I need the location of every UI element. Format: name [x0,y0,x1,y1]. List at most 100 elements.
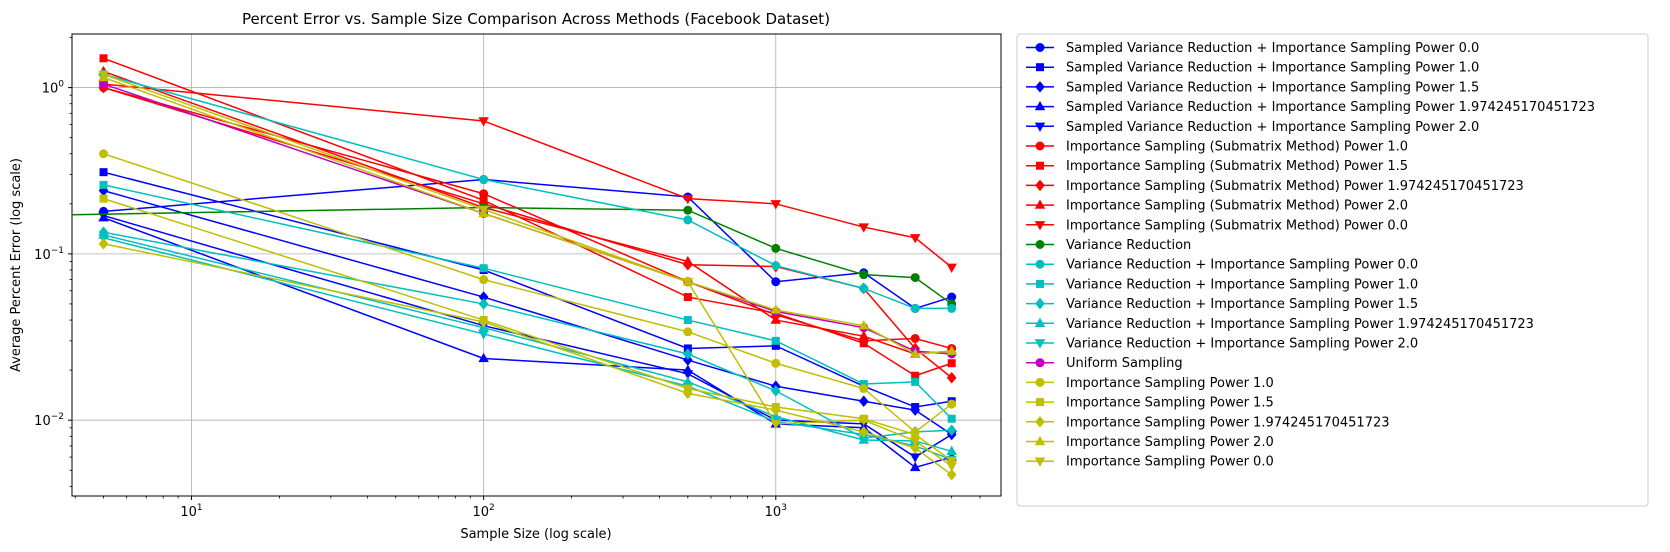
series-layer [72,54,957,481]
legend-item: Sampled Variance Reduction + Importance … [1026,100,1595,115]
legend-marker [1034,457,1046,467]
y-tick-label: 10−1 [34,246,64,263]
legend-label: Importance Sampling Power 1.974245170451… [1066,415,1390,430]
legend-item: Importance Sampling Power 1.974245170451… [1026,415,1390,430]
series-line [103,73,952,310]
legend-label: Variance Reduction + Importance Sampling… [1066,297,1418,312]
data-point [770,420,782,430]
series-line [103,184,953,420]
legend-item: Variance Reduction [1026,238,1191,253]
legend-marker [1036,161,1044,170]
data-point [98,238,109,250]
data-point [946,424,957,437]
data-point [911,377,920,386]
series-3 [98,184,957,441]
series-line [103,234,952,453]
data-point [683,316,692,325]
data-point [99,54,108,63]
legend-marker [1034,221,1046,231]
series-22 [98,70,957,472]
data-point [946,445,957,455]
legend-label: Sampled Variance Reduction + Importance … [1066,61,1479,76]
series-line [72,206,953,305]
legend-item: Sampled Variance Reduction + Importance … [1026,80,1479,95]
data-point [947,414,956,423]
legend-label: Importance Sampling (Submatrix Method) P… [1066,218,1408,233]
legend-item: Variance Reduction + Importance Sampling… [1026,337,1418,352]
legend-label: Variance Reduction + Importance Sampling… [1066,258,1418,273]
data-point [910,303,920,313]
legend-item: Importance Sampling Power 1.5 [1026,396,1274,411]
legend: Sampled Variance Reduction + Importance … [1016,33,1649,507]
legend-label: Sampled Variance Reduction + Importance … [1066,100,1595,115]
data-point [947,303,957,313]
legend-marker [1034,199,1046,209]
data-point [770,314,782,324]
data-point [858,395,869,408]
legend-item: Sampled Variance Reduction + Importance … [1026,120,1479,135]
data-point [771,261,781,271]
series-1 [99,175,957,313]
data-point [909,348,921,358]
data-point [858,320,869,330]
data-point [98,70,109,81]
data-point [682,255,694,266]
series-line [103,189,953,436]
legend-item: Importance Sampling (Submatrix Method) P… [1026,140,1408,155]
series-2 [99,168,956,412]
data-point [99,194,108,203]
legend-marker [1035,179,1045,192]
data-point [683,293,692,302]
legend-item: Sampled Variance Reduction + Importance … [1026,61,1479,76]
data-point [479,264,488,273]
data-point [682,348,693,360]
legend-marker [1035,240,1045,249]
legend-items: Sampled Variance Reduction + Importance … [1026,41,1595,470]
legend-item: Importance Sampling (Submatrix Method) P… [1026,218,1408,233]
legend-marker [1034,435,1046,446]
legend-marker [1035,141,1045,151]
data-point [771,336,780,345]
series-13 [99,180,956,423]
series-18 [99,149,957,437]
data-point [99,168,108,177]
legend-marker [1034,100,1046,111]
data-point [478,298,489,310]
chart-title: Percent Error vs. Sample Size Comparison… [242,10,830,28]
data-point [858,330,869,340]
data-point [946,345,957,355]
data-point [682,387,693,400]
data-point [478,316,489,328]
legend-marker [1036,279,1044,288]
legend-label: Variance Reduction + Importance Sampling… [1066,317,1534,332]
legend-label: Importance Sampling Power 1.0 [1066,376,1274,391]
legend-label: Sampled Variance Reduction + Importance … [1066,41,1479,56]
legend-item: Importance Sampling Power 0.0 [1026,455,1274,470]
legend-marker [1035,358,1045,368]
legend-marker [1035,377,1045,387]
legend-label: Uniform Sampling [1066,356,1183,371]
legend-item: Uniform Sampling [1026,356,1183,371]
x-tick-label: 102 [472,503,494,520]
legend-item: Variance Reduction + Importance Sampling… [1026,297,1418,312]
legend-marker [1036,63,1044,72]
data-point [770,304,782,314]
legend-label: Variance Reduction + Importance Sampling… [1066,337,1418,352]
data-point [771,243,781,253]
y-tick-label: 100 [42,80,65,97]
data-point [478,330,489,340]
data-point [909,461,921,472]
data-point [770,404,781,416]
data-point [859,283,869,293]
data-point [770,385,781,397]
series-line [103,178,952,310]
data-point [479,175,489,185]
data-point [858,223,869,233]
legend-marker [1034,317,1046,327]
data-point [946,371,957,384]
legend-marker [1034,122,1046,132]
legend-label: Importance Sampling Power 1.5 [1066,396,1274,411]
data-point [910,273,920,283]
